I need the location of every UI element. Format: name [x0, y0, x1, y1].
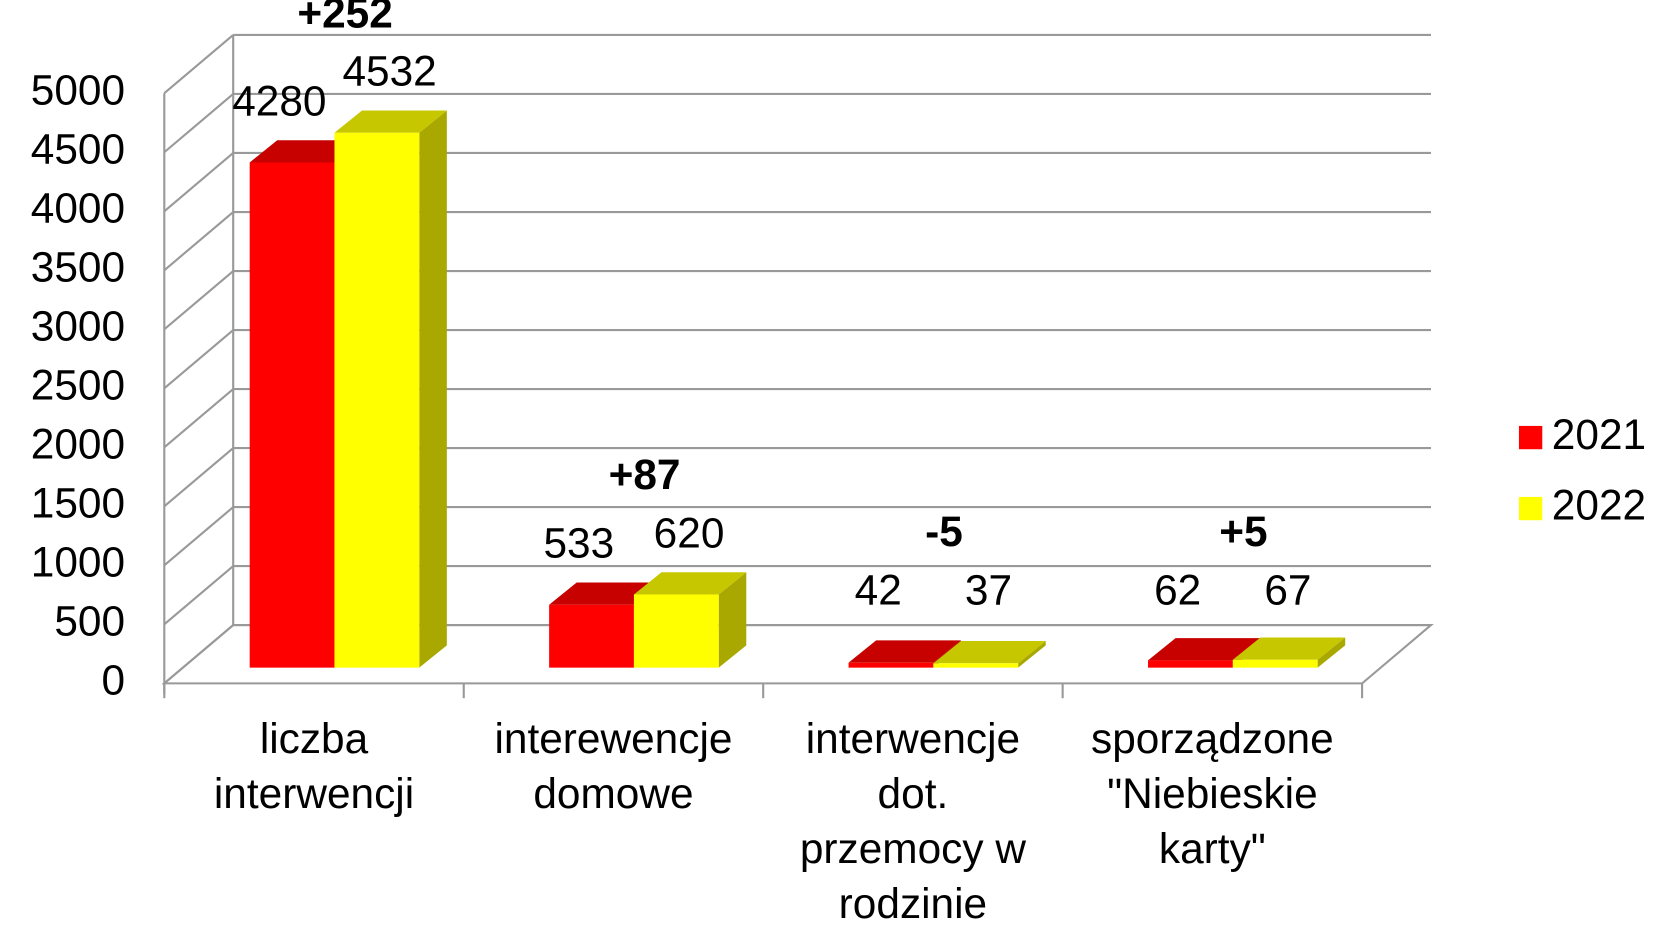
- bar: [549, 604, 634, 668]
- bar-top: [249, 140, 363, 163]
- bar: [848, 662, 934, 668]
- grid-line: [163, 152, 234, 213]
- data-label: 4280: [232, 77, 326, 124]
- grid-line: [163, 329, 234, 390]
- bar-top: [334, 110, 447, 133]
- x-tick-label: interwencji: [214, 770, 414, 817]
- data-label: 620: [654, 509, 725, 556]
- legend-swatch: [1518, 496, 1543, 521]
- y-tick-label: 5000: [31, 66, 125, 113]
- bar: [334, 132, 420, 668]
- bar-top: [933, 641, 1046, 664]
- x-tick-label: przemocy w: [800, 825, 1026, 872]
- grid-line: [163, 447, 234, 508]
- bar: [933, 663, 1019, 668]
- x-tick-label: rodzinie: [839, 880, 987, 926]
- y-tick-label: 2000: [31, 421, 125, 468]
- y-tick-label: 1000: [31, 539, 125, 586]
- y-tick-label: 3000: [31, 302, 125, 349]
- data-label: 42: [855, 567, 902, 614]
- bar-top: [848, 640, 961, 663]
- data-label: 533: [543, 520, 614, 567]
- data-label: 62: [1154, 567, 1201, 614]
- annotation: +5: [1219, 508, 1267, 555]
- grid-line: [163, 270, 234, 331]
- x-tick-label: interwencje: [806, 715, 1020, 762]
- grid-line: [163, 211, 234, 272]
- x-tick-label: sporządzone: [1091, 715, 1334, 762]
- x-tick-label: dot.: [878, 770, 949, 817]
- annotation: +87: [609, 451, 681, 498]
- bar: [1232, 659, 1318, 668]
- bar-top: [633, 572, 747, 595]
- y-tick-label: 4000: [31, 184, 125, 231]
- bar: [633, 594, 719, 668]
- bar-top: [1232, 637, 1346, 660]
- grid-line: [163, 34, 234, 95]
- bar-top: [1148, 638, 1261, 661]
- bar-side: [1018, 641, 1046, 668]
- x-tick-label: karty": [1159, 825, 1266, 872]
- bar: [1148, 660, 1233, 668]
- legend-label: 2021: [1552, 411, 1646, 458]
- bar-side: [718, 572, 747, 668]
- data-label: 4532: [342, 48, 436, 95]
- y-tick-label: 3500: [31, 243, 125, 290]
- y-tick-label: 1500: [31, 480, 125, 527]
- y-tick-label: 500: [54, 598, 125, 645]
- legend-swatch: [1518, 425, 1543, 450]
- grid-line: [163, 624, 234, 685]
- bar: [249, 162, 335, 668]
- x-tick-label: "Niebieskie: [1107, 770, 1318, 817]
- grid-line: [163, 388, 234, 449]
- y-tick-label: 4500: [31, 125, 125, 172]
- x-tick-label: interewencje: [494, 715, 732, 762]
- grid-line: [163, 506, 234, 567]
- bar-side: [419, 110, 447, 668]
- annotation: -5: [925, 508, 963, 555]
- legend-label: 2022: [1552, 482, 1646, 529]
- bar-side: [1317, 637, 1346, 668]
- annotation: +252: [297, 0, 392, 36]
- data-label: 37: [965, 567, 1012, 614]
- y-tick-label: 2500: [31, 361, 125, 408]
- bar-top: [549, 582, 662, 605]
- x-tick-label: domowe: [533, 770, 693, 817]
- data-label: 67: [1264, 567, 1311, 614]
- y-tick-label: 0: [101, 657, 125, 704]
- x-tick-label: liczba: [260, 715, 369, 762]
- grid-line: [163, 93, 234, 154]
- grid-line: [163, 565, 234, 626]
